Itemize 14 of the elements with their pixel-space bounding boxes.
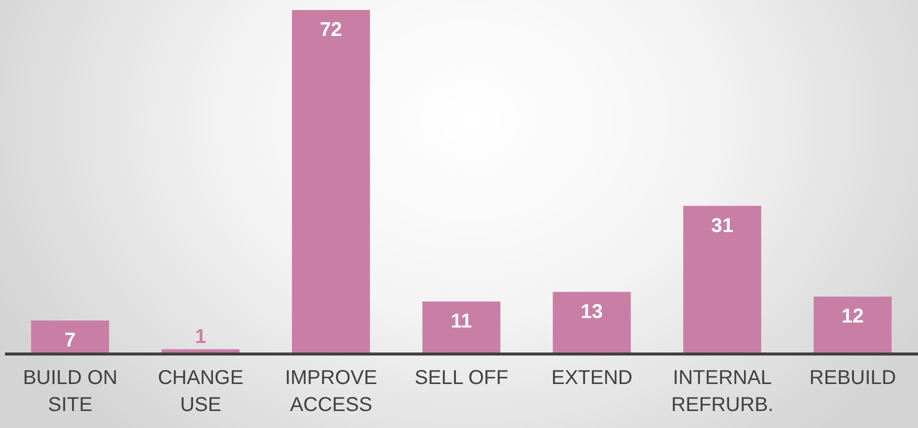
x-tick-label: CHANGE USE — [158, 367, 244, 416]
data-label: 72 — [320, 19, 342, 41]
data-label: 11 — [450, 310, 472, 332]
data-label: 31 — [711, 214, 734, 237]
data-label: 1 — [194, 326, 206, 348]
data-label: 12 — [842, 306, 864, 328]
x-tick-label: SELL OFF — [414, 367, 508, 389]
data-label: 7 — [64, 330, 76, 352]
x-tick-label: INTERNAL REFRURB. — [671, 367, 774, 416]
x-tick-label: REBUILD — [809, 367, 896, 389]
data-label: 13 — [580, 300, 603, 323]
x-tick-label: EXTEND — [551, 367, 632, 389]
x-tick-label: BUILD ON SITE — [22, 367, 118, 416]
x-tick-label: IMPROVE ACCESS — [284, 367, 378, 416]
